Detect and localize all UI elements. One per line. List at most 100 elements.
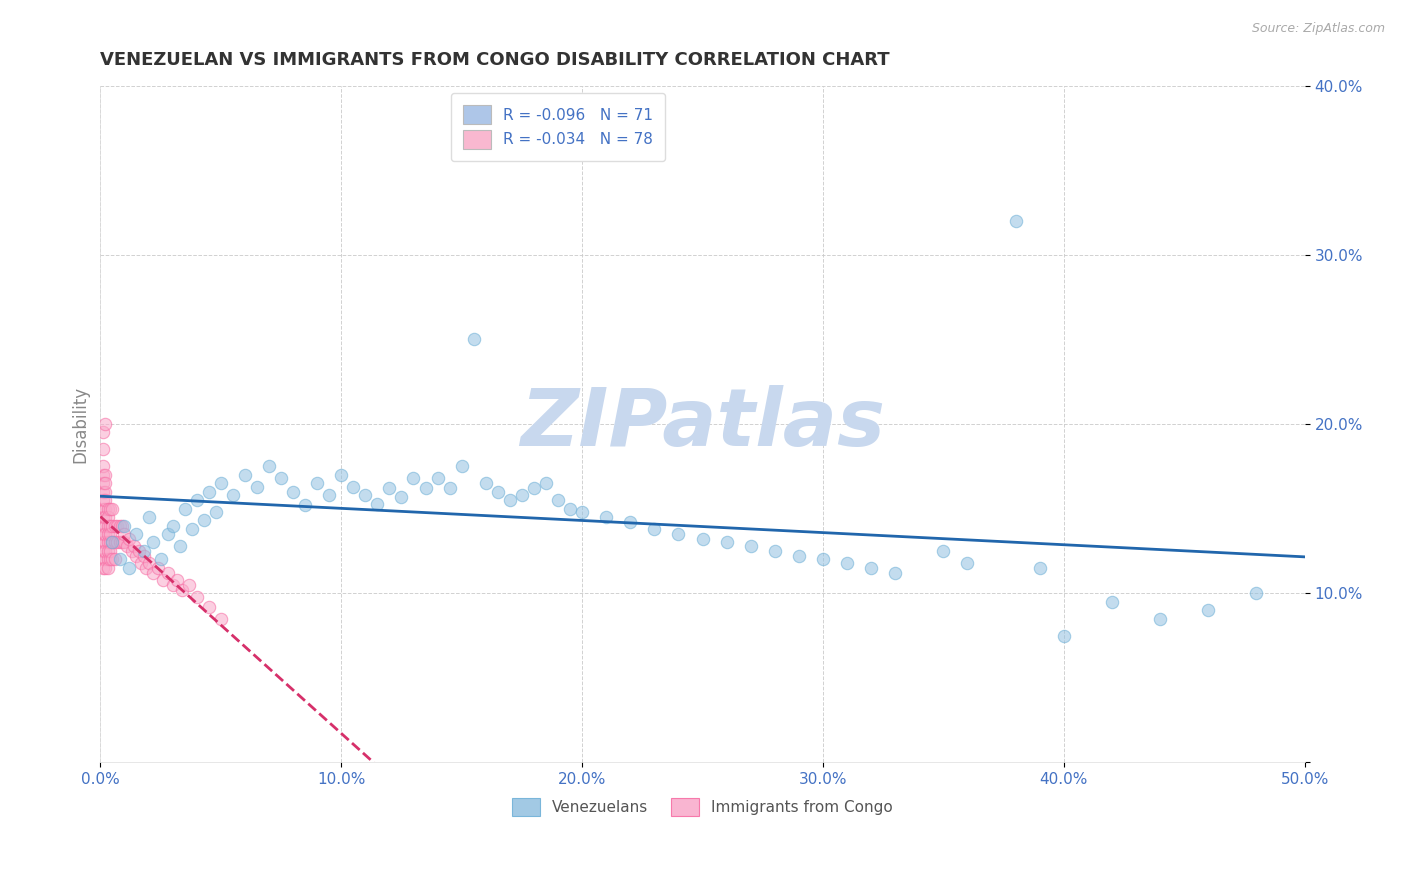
Point xyxy=(547,493,569,508)
Point xyxy=(101,552,124,566)
Point xyxy=(146,561,169,575)
Point xyxy=(94,544,117,558)
Point xyxy=(173,501,195,516)
Point xyxy=(129,556,152,570)
Point xyxy=(571,505,593,519)
Point xyxy=(270,471,292,485)
Point xyxy=(172,582,194,597)
Point xyxy=(156,566,179,580)
Point xyxy=(94,561,117,575)
Point xyxy=(474,476,496,491)
Point xyxy=(94,493,117,508)
Point xyxy=(138,510,160,524)
Point xyxy=(205,505,228,519)
Point xyxy=(884,566,907,580)
Point xyxy=(246,480,269,494)
Point xyxy=(180,522,202,536)
Point xyxy=(523,481,546,495)
Point xyxy=(97,544,120,558)
Point xyxy=(97,501,120,516)
Point xyxy=(294,498,316,512)
Point xyxy=(330,467,353,482)
Point xyxy=(415,481,437,495)
Point xyxy=(643,522,665,536)
Point xyxy=(91,518,114,533)
Point xyxy=(101,535,124,549)
Point xyxy=(209,611,232,625)
Point xyxy=(101,518,124,533)
Point xyxy=(142,566,165,580)
Point xyxy=(763,544,786,558)
Point xyxy=(1246,586,1268,600)
Point xyxy=(91,484,114,499)
Point xyxy=(1053,628,1076,642)
Point xyxy=(233,467,256,482)
Point xyxy=(94,527,117,541)
Point xyxy=(281,484,304,499)
Point xyxy=(94,467,117,482)
Point xyxy=(98,501,121,516)
Point xyxy=(162,578,184,592)
Point xyxy=(121,544,143,558)
Point xyxy=(97,561,120,575)
Point xyxy=(105,518,128,533)
Point xyxy=(122,539,145,553)
Point xyxy=(132,544,155,558)
Point xyxy=(91,501,114,516)
Point xyxy=(91,442,114,457)
Point xyxy=(439,481,461,495)
Point xyxy=(94,552,117,566)
Point xyxy=(354,488,377,502)
Point xyxy=(101,535,124,549)
Point xyxy=(510,488,533,502)
Point xyxy=(125,527,148,541)
Point xyxy=(209,476,232,491)
Point xyxy=(128,544,150,558)
Point xyxy=(1028,561,1050,575)
Point xyxy=(118,532,141,546)
Point xyxy=(197,484,219,499)
Point xyxy=(118,561,141,575)
Point xyxy=(835,556,858,570)
Point xyxy=(94,518,117,533)
Point xyxy=(135,561,157,575)
Point xyxy=(91,493,114,508)
Point xyxy=(257,459,280,474)
Point xyxy=(108,552,131,566)
Point xyxy=(94,501,117,516)
Point xyxy=(114,527,136,541)
Point xyxy=(91,552,114,566)
Point xyxy=(104,552,127,566)
Text: VENEZUELAN VS IMMIGRANTS FROM CONGO DISABILITY CORRELATION CHART: VENEZUELAN VS IMMIGRANTS FROM CONGO DISA… xyxy=(100,51,890,69)
Point xyxy=(811,552,834,566)
Point xyxy=(558,501,581,516)
Point xyxy=(91,510,114,524)
Point xyxy=(932,544,955,558)
Point xyxy=(595,510,617,524)
Point xyxy=(94,484,117,499)
Point xyxy=(94,535,117,549)
Point xyxy=(94,417,117,431)
Point xyxy=(94,510,117,524)
Point xyxy=(162,518,184,533)
Point xyxy=(156,527,179,541)
Legend: Venezuelans, Immigrants from Congo: Venezuelans, Immigrants from Congo xyxy=(506,791,898,822)
Point xyxy=(534,476,557,491)
Point xyxy=(91,544,114,558)
Point xyxy=(342,480,364,494)
Point xyxy=(499,493,522,508)
Point xyxy=(97,527,120,541)
Point xyxy=(956,556,979,570)
Text: Source: ZipAtlas.com: Source: ZipAtlas.com xyxy=(1251,22,1385,36)
Point xyxy=(152,573,174,587)
Point xyxy=(692,532,714,546)
Point xyxy=(391,490,413,504)
Point xyxy=(860,561,883,575)
Point xyxy=(111,535,134,549)
Point xyxy=(91,527,114,541)
Point xyxy=(104,535,127,549)
Point xyxy=(149,552,172,566)
Point xyxy=(98,552,121,566)
Point xyxy=(101,501,124,516)
Point xyxy=(193,513,215,527)
